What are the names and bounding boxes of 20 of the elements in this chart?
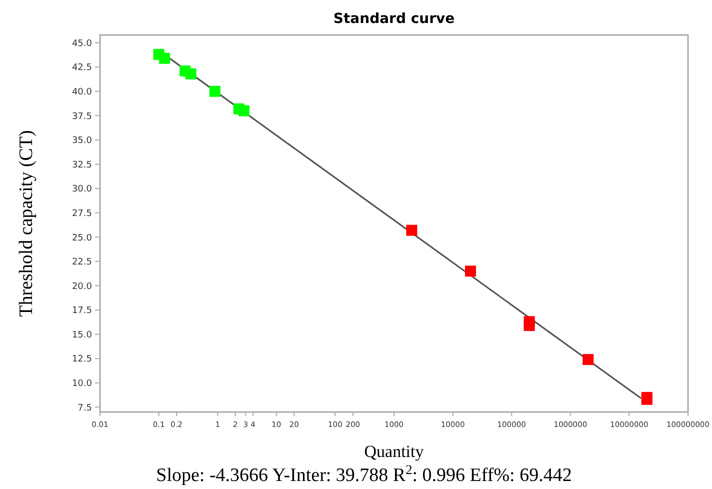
y-tick-label: 20.0 <box>72 282 92 292</box>
y-tick-label: 25.0 <box>72 233 92 244</box>
y-tick-label: 10.0 <box>72 379 92 389</box>
y-tick-label: 40.0 <box>72 88 92 98</box>
x-axis-title: Quantity <box>364 442 424 461</box>
y-tick-label: 37.5 <box>72 112 92 122</box>
y-tick-label: 32.5 <box>72 160 92 170</box>
y-tick-label: 15.0 <box>72 330 92 340</box>
y-axis-title: Threshold capacity (CT) <box>16 130 37 317</box>
y-tick-label: 12.5 <box>72 354 92 365</box>
y-tick-label: 27.5 <box>72 208 92 219</box>
y-tick-label: 42.5 <box>72 63 92 74</box>
y-tick-label: 45.0 <box>72 38 92 49</box>
y-tick-label: 7.5 <box>78 403 92 414</box>
chart-title: Standard curve <box>333 11 455 27</box>
y-tick-label: 17.5 <box>72 306 92 316</box>
y-tick-label: 30.0 <box>72 184 92 195</box>
text: Slope: -4.3666 Y-Inter: 39.788 R$^{2}$: 0.996 Eff%: 69.442 <box>156 462 572 486</box>
y-tick-label: 22.5 <box>72 258 92 268</box>
y-tick-label: 35.0 <box>72 136 92 146</box>
